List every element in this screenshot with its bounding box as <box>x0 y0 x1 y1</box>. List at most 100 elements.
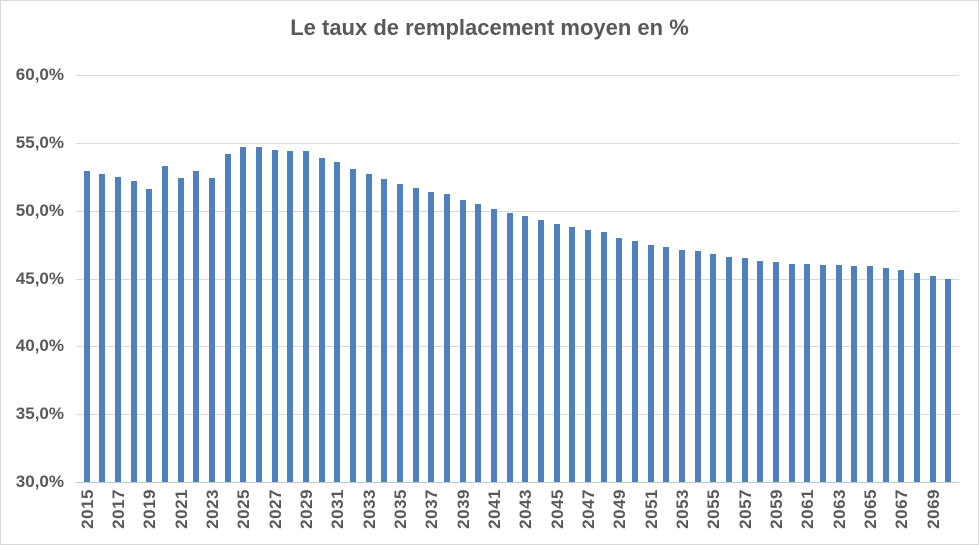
x-axis-label: 2045 <box>547 489 567 529</box>
bar-2023 <box>208 178 215 482</box>
x-axis-label: 2063 <box>829 489 849 529</box>
bar-2032 <box>349 168 356 482</box>
y-axis-label: 50,0% <box>15 200 64 220</box>
y-axis-label: 60,0% <box>15 65 64 84</box>
bar-2043 <box>522 216 529 482</box>
gridline-40,0% <box>76 346 959 348</box>
x-axis-label: 2037 <box>422 489 442 529</box>
bar-2022 <box>193 171 200 482</box>
x-axis-label: 2017 <box>108 489 128 529</box>
y-axis-label: 30,0% <box>15 472 64 491</box>
bar-2063 <box>835 264 842 482</box>
bar-2028 <box>287 150 294 482</box>
x-axis-label: 2055 <box>704 489 724 529</box>
bar-2027 <box>271 149 278 482</box>
bar-2019 <box>146 188 153 482</box>
x-axis-label: 2057 <box>735 489 755 529</box>
bar-2067 <box>898 270 905 482</box>
x-axis-label: 2027 <box>265 489 285 529</box>
bar-2054 <box>694 251 701 482</box>
x-axis-label: 2047 <box>578 489 598 529</box>
bar-2025 <box>240 146 247 482</box>
bar-2015 <box>83 171 90 482</box>
y-axis-label: 45,0% <box>15 268 64 288</box>
bar-2046 <box>569 226 576 482</box>
bar-2042 <box>506 213 513 482</box>
bar-2040 <box>475 203 482 482</box>
bar-2041 <box>490 209 497 482</box>
bar-2037 <box>428 191 435 482</box>
x-axis-label: 2019 <box>140 489 160 529</box>
x-axis-label: 2039 <box>453 489 473 529</box>
bar-2035 <box>396 183 403 482</box>
bar-2020 <box>161 165 168 482</box>
x-axis-label: 2031 <box>328 489 348 529</box>
bar-2061 <box>804 263 811 482</box>
bar-2058 <box>757 260 764 482</box>
bar-2033 <box>365 174 372 482</box>
bar-2017 <box>114 176 121 482</box>
x-axis-label: 2049 <box>610 489 630 529</box>
bar-2059 <box>772 262 779 482</box>
bar-2052 <box>663 247 670 482</box>
bar-2056 <box>725 256 732 482</box>
x-axis-label: 2025 <box>234 489 254 529</box>
bar-2048 <box>600 232 607 482</box>
x-axis-label: 2067 <box>892 489 912 529</box>
bar-2039 <box>459 199 466 482</box>
x-axis-label: 2069 <box>923 489 943 529</box>
bar-2045 <box>553 224 560 482</box>
x-axis-label: 2035 <box>390 489 410 529</box>
x-axis-label: 2023 <box>202 489 222 529</box>
bar-2069 <box>929 275 936 482</box>
gridline-60,0% <box>76 75 959 76</box>
x-axis-label: 2021 <box>171 489 191 529</box>
y-axis-label: 55,0% <box>15 132 64 152</box>
x-axis-line <box>76 482 959 483</box>
x-axis-label: 2059 <box>766 489 786 529</box>
bar-2053 <box>678 250 685 482</box>
y-axis-label: 35,0% <box>15 404 64 424</box>
bar-2029 <box>302 150 309 482</box>
bar-2038 <box>443 194 450 482</box>
bar-2031 <box>334 161 341 482</box>
bar-2050 <box>631 240 638 482</box>
x-axis-label: 2053 <box>672 489 692 529</box>
x-axis-label: 2051 <box>641 489 661 529</box>
bar-2062 <box>819 264 826 482</box>
bar-2026 <box>255 146 262 482</box>
bar-2051 <box>647 244 654 482</box>
gridline-50,0% <box>76 210 959 212</box>
bar-2064 <box>851 266 858 482</box>
bar-2065 <box>867 266 873 482</box>
x-axis-label: 2061 <box>798 489 818 529</box>
bar-2068 <box>914 273 920 482</box>
bar-2024 <box>224 153 231 482</box>
bar-2070 <box>945 278 952 482</box>
bar-2047 <box>584 229 591 482</box>
bar-2018 <box>130 180 137 482</box>
bar-2021 <box>177 178 184 482</box>
y-axis-label: 40,0% <box>15 336 64 356</box>
x-axis-label: 2041 <box>484 489 504 529</box>
x-axis-label: 2043 <box>516 489 536 529</box>
x-axis-label: 2015 <box>77 489 97 529</box>
bar-2060 <box>788 263 795 482</box>
bar-2016 <box>99 174 106 482</box>
chart-title: Le taux de remplacement moyen en % <box>290 15 689 40</box>
bar-2057 <box>741 258 748 482</box>
bar-2049 <box>616 237 623 482</box>
bar-2055 <box>710 254 717 482</box>
bar-2036 <box>412 187 419 482</box>
x-axis-label: 2033 <box>359 489 379 529</box>
bar-2044 <box>537 220 544 482</box>
bar-2030 <box>318 157 325 482</box>
x-axis-label: 2065 <box>861 489 880 529</box>
gridline-45,0% <box>76 278 959 280</box>
gridline-55,0% <box>76 142 959 144</box>
bar-2066 <box>882 267 889 482</box>
x-axis-label: 2029 <box>296 489 316 529</box>
bar-2034 <box>381 179 388 482</box>
gridline-35,0% <box>76 414 959 416</box>
